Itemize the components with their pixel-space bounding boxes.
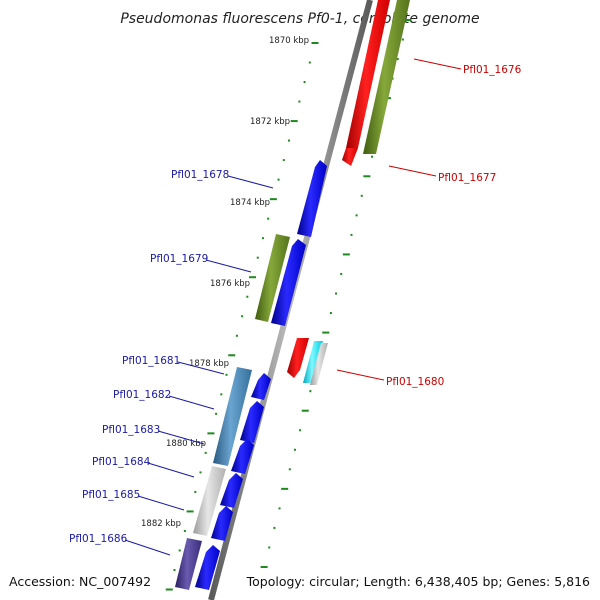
genome-summary-text: Topology: circular; Length: 6,438,405 bp…: [246, 574, 590, 589]
gene-label-pfl01-1679[interactable]: Pfl01_1679: [150, 253, 208, 265]
leader-line: [124, 539, 171, 556]
feature-olive-left[interactable]: [255, 234, 290, 322]
leader-line: [227, 175, 274, 189]
reverse-gene-labels: Pfl01_1676 Pfl01_1677 Pfl01_1680: [336, 58, 522, 388]
gene-label-pfl01-1678[interactable]: Pfl01_1678: [171, 169, 229, 181]
gene-label-pfl01-1686[interactable]: Pfl01_1686: [69, 533, 128, 545]
gene-label-pfl01-1676[interactable]: Pfl01_1676: [463, 64, 522, 76]
feature-gray-right[interactable]: [310, 343, 328, 385]
leader-line: [336, 369, 385, 381]
tick-label: 1876 kbp: [210, 279, 250, 289]
feature-steel[interactable]: [213, 367, 252, 466]
accession-text: Accession: NC_007492: [9, 574, 151, 589]
leader-line: [168, 395, 215, 410]
gene-pfl01-1684[interactable]: [220, 473, 243, 508]
tick-label: 1874 kbp: [230, 198, 270, 208]
leader-line: [157, 430, 205, 445]
tick-label: 1870 kbp: [269, 36, 309, 46]
tick-label: 1872 kbp: [250, 117, 290, 127]
tick-label: 1880 kbp: [166, 439, 206, 449]
gene-label-pfl01-1685[interactable]: Pfl01_1685: [82, 489, 140, 501]
leader-line: [137, 495, 185, 511]
feature-purple[interactable]: [175, 538, 202, 590]
gene-pfl01-1678[interactable]: [297, 160, 327, 237]
tick-label: 1882 kbp: [141, 519, 181, 529]
gene-pfl01-1680[interactable]: [287, 338, 309, 378]
leader-line: [388, 165, 437, 177]
gene-pfl01-1676[interactable]: [346, 0, 390, 148]
leader-line: [177, 361, 225, 375]
forward-gene-labels: Pfl01_1678 Pfl01_1679 Pfl01_1681 Pfl01_1…: [69, 169, 274, 556]
leader-line: [147, 462, 195, 478]
leader-line: [413, 58, 462, 70]
reverse-strand-features: [287, 0, 410, 385]
gene-pfl01-1683[interactable]: [231, 439, 254, 474]
gene-pfl01-1679[interactable]: [271, 239, 306, 326]
gene-label-pfl01-1677[interactable]: Pfl01_1677: [438, 172, 496, 184]
gene-label-pfl01-1681[interactable]: Pfl01_1681: [122, 355, 180, 367]
gene-pfl01-1682[interactable]: [240, 401, 264, 443]
feature-gray-left[interactable]: [193, 466, 226, 536]
gene-pfl01-1677[interactable]: [363, 0, 410, 154]
scale-dots-right: [260, 19, 412, 568]
gene-pfl01-1681[interactable]: [251, 373, 271, 400]
gene-pfl01-1685[interactable]: [211, 506, 233, 541]
gene-label-pfl01-1682[interactable]: Pfl01_1682: [113, 389, 171, 401]
scale-ticks: 1870 kbp 1872 kbp 1874 kbp 1876 kbp 1878…: [141, 36, 309, 529]
tick-label: 1878 kbp: [189, 359, 229, 369]
scale-dots-left: [165, 42, 319, 591]
map-title: Pseudomonas fluorescens Pf0-1, complete …: [120, 11, 479, 27]
leader-line: [205, 259, 252, 273]
forward-strand-features: [175, 160, 327, 590]
gene-label-pfl01-1684[interactable]: Pfl01_1684: [92, 456, 151, 468]
gene-label-pfl01-1683[interactable]: Pfl01_1683: [102, 424, 160, 436]
gene-label-pfl01-1680[interactable]: Pfl01_1680: [386, 376, 444, 388]
gene-pfl01-1686[interactable]: [195, 545, 220, 590]
gene-pfl01-1676-arrowhead: [342, 148, 358, 166]
feature-cyan[interactable]: [303, 341, 323, 383]
